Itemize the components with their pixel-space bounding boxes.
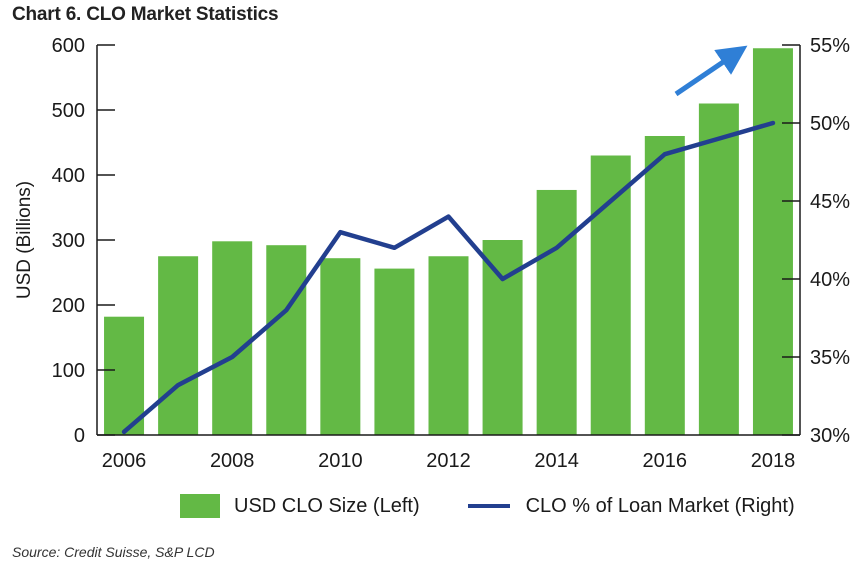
right-tick-label: 50% (810, 113, 850, 135)
axes (96, 44, 801, 436)
x-tick-label: 2006 (102, 450, 147, 472)
source-note: Source: Credit Suisse, S&P LCD (12, 544, 215, 560)
clo-share-line (121, 120, 776, 435)
legend-bar-swatch (180, 494, 220, 518)
x-tick-label: 2016 (643, 450, 688, 472)
left-tick-label: 600 (52, 35, 85, 57)
bar-2014 (536, 189, 577, 435)
legend-bar-label: USD CLO Size (Left) (234, 494, 420, 517)
legend-line-swatch (467, 504, 510, 508)
bar-2009 (266, 245, 307, 435)
left-tick-label: 400 (52, 165, 85, 187)
x-tick-label: 2018 (751, 450, 796, 472)
clo-chart: 0 100 200 300 400 500 600 30% 35% 40% 45% 50% 55% 200… (14, 35, 851, 472)
legend-line-label: CLO % of Loan Market (Right) (525, 494, 795, 517)
bar-2011 (374, 268, 415, 435)
line-series (121, 120, 776, 435)
x-tick-label: 2010 (318, 450, 363, 472)
left-tick-label: 100 (52, 360, 85, 382)
left-tick-label: 0 (74, 425, 85, 447)
bar-2008 (212, 241, 253, 435)
bar-2015 (590, 155, 631, 435)
right-tick-label: 55% (810, 35, 850, 57)
left-tick-label: 300 (52, 230, 85, 252)
bar-2007 (158, 256, 199, 435)
x-tick-label: 2012 (426, 450, 471, 472)
x-tick-label: 2014 (534, 450, 579, 472)
right-tick-label: 40% (810, 269, 850, 291)
left-tick-label: 200 (52, 295, 85, 317)
x-tick-label: 2008 (210, 450, 255, 472)
right-tick-label: 45% (810, 191, 850, 213)
trend-arrow (674, 45, 748, 97)
legend: USD CLO Size (Left) CLO % of Loan Market… (180, 494, 795, 518)
bar-2012 (428, 256, 469, 435)
bar-2010 (320, 258, 361, 435)
bar-2018 (752, 48, 793, 435)
bar-2017 (698, 103, 739, 435)
y-axis-label: USD (Billions) (14, 181, 35, 299)
right-tick-label: 35% (810, 347, 850, 369)
bar-2006 (104, 316, 145, 435)
bar-series (104, 48, 793, 435)
bar-2016 (644, 136, 685, 435)
left-tick-label: 500 (52, 100, 85, 122)
tick-labels: 0 100 200 300 400 500 600 30% 35% 40% 45% 50% 55% 200… (52, 35, 851, 472)
chart-title: Chart 6. CLO Market Statistics (12, 4, 279, 25)
right-tick-label: 30% (810, 425, 850, 447)
